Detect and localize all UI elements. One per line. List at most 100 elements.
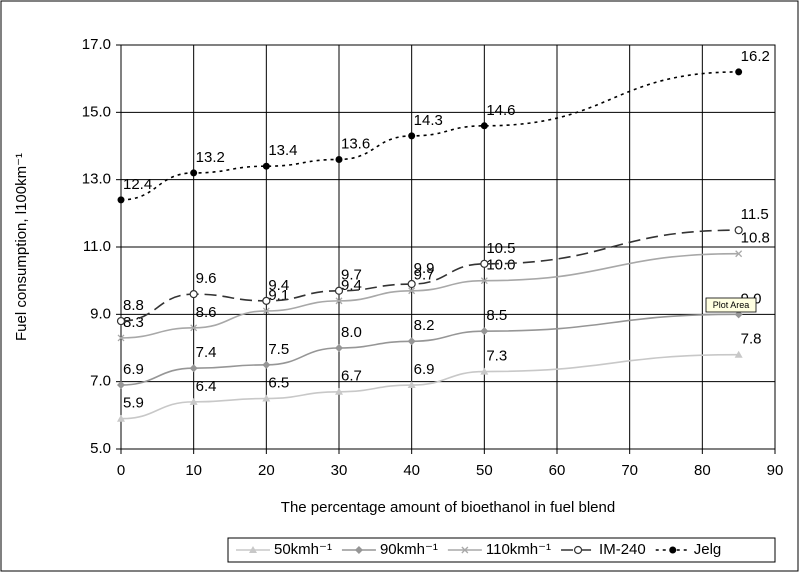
x-tick-label: 0 [117, 462, 125, 479]
data-label: 13.4 [268, 142, 297, 159]
data-label: 9.7 [341, 267, 362, 284]
marker [117, 334, 125, 342]
legend-marker [354, 546, 363, 554]
legend-label: 110kmh⁻¹ [486, 541, 551, 558]
marker [480, 259, 489, 268]
legend-label: 50kmh⁻¹ [274, 541, 332, 558]
data-label: 10.8 [741, 230, 770, 247]
y-tick-label: 11.0 [83, 238, 111, 255]
marker [335, 344, 343, 352]
data-label: 6.9 [123, 361, 144, 378]
data-label: 13.2 [196, 149, 225, 166]
marker [734, 226, 743, 235]
y-tick-label: 15.0 [82, 103, 111, 120]
data-label: 6.4 [196, 378, 217, 395]
marker [480, 277, 488, 285]
data-label: 16.2 [741, 48, 770, 65]
y-tick-label: 7.0 [90, 373, 111, 390]
marker [189, 290, 198, 299]
y-tick-label: 17.0 [82, 36, 111, 53]
y-tick-label: 5.0 [90, 440, 111, 457]
data-label: 7.5 [268, 341, 289, 358]
data-label: 12.4 [123, 176, 152, 193]
x-tick-label: 90 [767, 462, 784, 479]
x-tick-label: 50 [476, 462, 493, 479]
legend-marker [573, 545, 583, 555]
marker [480, 367, 489, 375]
data-label: 9.6 [196, 270, 217, 287]
marker [407, 279, 416, 289]
marker [735, 68, 743, 76]
x-tick-label: 10 [185, 462, 202, 479]
data-label: 10.5 [486, 240, 515, 257]
marker [117, 381, 125, 390]
marker [407, 337, 416, 346]
data-label: 9.7 [414, 267, 435, 284]
legend-marker [461, 546, 469, 554]
data-label: 6.9 [414, 361, 435, 378]
legend-marker [669, 546, 677, 554]
legend-marker [249, 546, 257, 553]
data-label: 6.5 [268, 374, 289, 391]
marker [408, 287, 416, 295]
tooltip-text: Plot Area [713, 300, 750, 310]
marker [335, 297, 343, 305]
legend-label: 90kmh⁻¹ [380, 541, 438, 558]
marker [189, 397, 198, 405]
x-tick-label: 80 [694, 462, 711, 479]
x-tick-label: 60 [549, 462, 566, 479]
marker [189, 364, 198, 373]
marker [335, 387, 343, 395]
marker [735, 250, 743, 258]
data-label: 9.4 [268, 277, 289, 294]
data-label: 14.6 [486, 102, 515, 119]
tooltip: Plot Area [705, 297, 757, 313]
marker [116, 316, 126, 326]
series-line [120, 252, 739, 339]
marker [407, 381, 416, 389]
marker [262, 394, 271, 402]
data-label: 14.3 [414, 112, 443, 129]
x-tick-label: 40 [403, 462, 420, 479]
data-label: 5.9 [123, 395, 144, 412]
marker [262, 360, 271, 369]
data-label: 7.3 [486, 348, 507, 365]
data-label: 10.0 [486, 257, 515, 274]
data-label: 6.7 [341, 368, 362, 385]
y-tick-label: 13.0 [82, 171, 111, 188]
y-tick-label: 9.0 [90, 305, 111, 322]
legend-label: Jelg [694, 541, 722, 558]
data-label: 9.9 [414, 260, 435, 277]
marker [117, 414, 125, 422]
y-axis-title: Fuel consumption, l100km⁻¹ [13, 153, 30, 341]
x-axis-title: The percentage amount of bioethanol in f… [281, 499, 615, 516]
data-label: 8.6 [196, 304, 217, 321]
data-label: 7.4 [196, 344, 217, 361]
data-label: 8.3 [123, 314, 144, 331]
marker [335, 155, 343, 163]
data-label: 8.0 [341, 324, 362, 341]
marker [480, 327, 489, 336]
data-label: 13.6 [341, 135, 370, 152]
marker [262, 162, 270, 170]
marker [480, 122, 488, 130]
marker [117, 196, 125, 204]
marker [262, 296, 271, 305]
legend-label: IM-240 [599, 541, 646, 558]
marker [408, 132, 416, 140]
x-tick-label: 30 [331, 462, 348, 479]
tooltip-box [705, 297, 757, 313]
legend: 50kmh⁻¹ 90kmh⁻¹ 110kmh⁻¹ IM-240 Jelg [227, 537, 776, 563]
data-label: 8.5 [486, 307, 507, 324]
x-tick-label: 20 [258, 462, 275, 479]
marker [734, 350, 743, 358]
data-label: 11.5 [741, 206, 769, 223]
marker [190, 324, 198, 332]
data-label: 7.8 [741, 331, 762, 348]
marker [190, 169, 198, 177]
data-label: 8.8 [123, 297, 144, 314]
marker [334, 286, 344, 295]
x-tick-label: 70 [621, 462, 638, 479]
data-label: 8.2 [414, 317, 435, 334]
